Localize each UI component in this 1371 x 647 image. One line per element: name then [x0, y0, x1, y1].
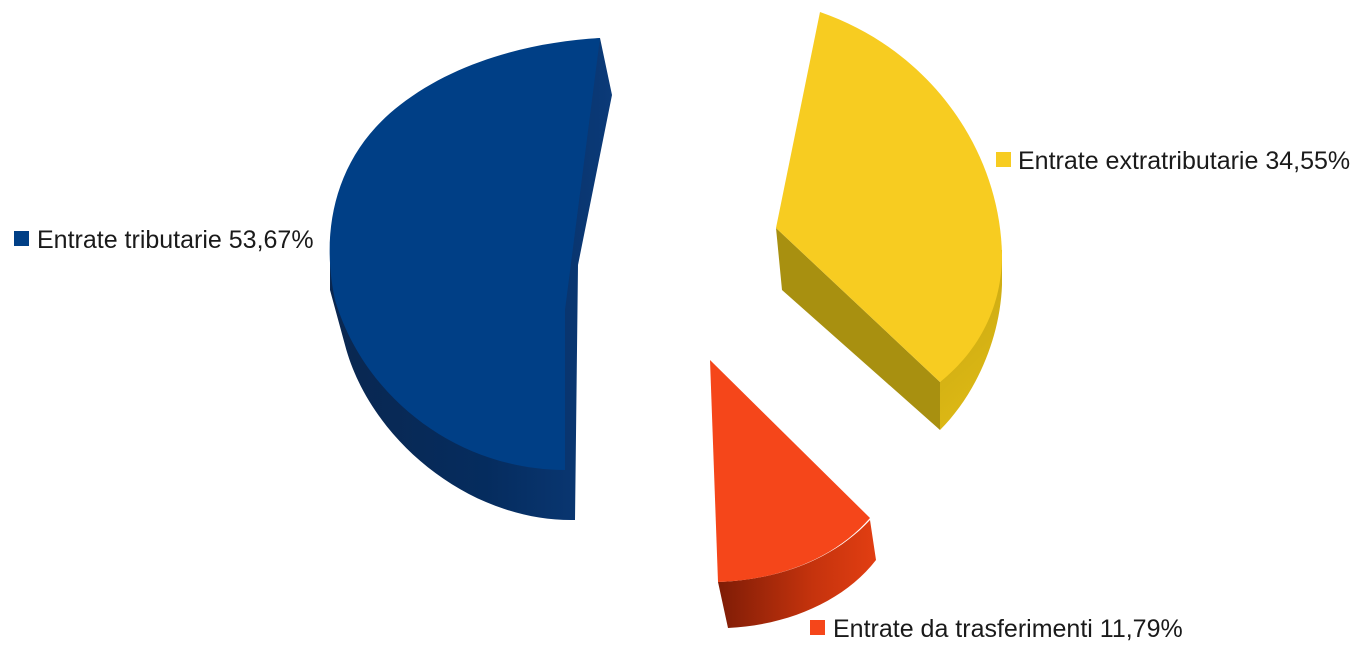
slice-entrate-tributarie: [329, 38, 612, 521]
label-entrate-tributarie: Entrate tributarie 53,67%: [14, 226, 314, 254]
legend-swatch-entrate-tributarie: [14, 231, 29, 246]
label-entrate-da-trasferimenti: Entrate da trasferimenti 11,79%: [810, 615, 1183, 643]
slice-entrate-extratributarie-side: [776, 228, 1002, 430]
slice-entrate-extratributarie: [776, 12, 1002, 430]
slice-entrate-tributarie-top: [329, 38, 600, 470]
slice-entrate-da-trasferimenti: [710, 360, 876, 628]
label-entrate-extratributarie: Entrate extratributarie 34,55%: [996, 147, 1350, 175]
legend-swatch-entrate-da-trasferimenti: [810, 620, 825, 635]
slice-entrate-da-trasferimenti-top: [710, 360, 870, 582]
label-text-entrate-extratributarie: Entrate extratributarie 34,55%: [1018, 147, 1350, 175]
label-text-entrate-da-trasferimenti: Entrate da trasferimenti 11,79%: [833, 615, 1183, 643]
label-text-entrate-tributarie: Entrate tributarie 53,67%: [37, 226, 314, 254]
slice-entrate-da-trasferimenti-side: [718, 520, 876, 628]
slice-entrate-extratributarie-top: [776, 12, 1002, 382]
legend-swatch-entrate-extratributarie: [996, 152, 1011, 167]
slice-entrate-extratributarie-top-side: [776, 228, 940, 430]
